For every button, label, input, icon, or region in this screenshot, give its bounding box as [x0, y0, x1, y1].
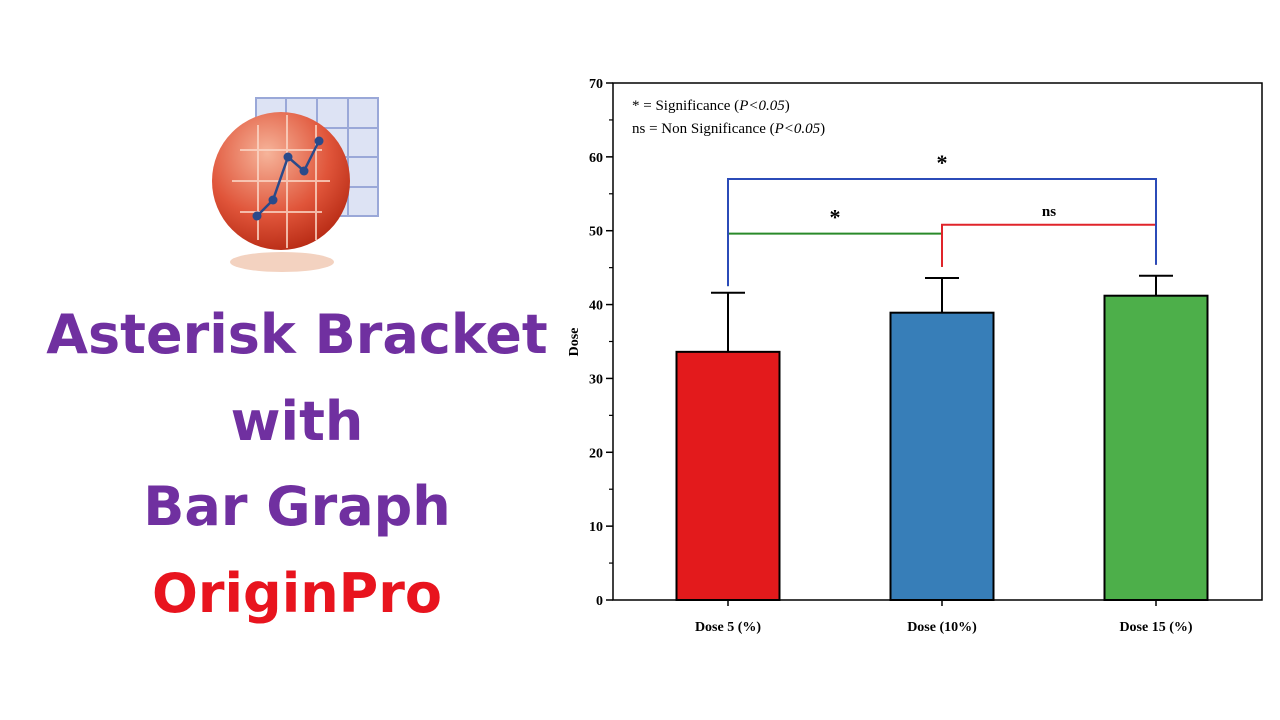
- bracket-label: ns: [1042, 204, 1056, 220]
- note: ns = Non Significance (P<0.05): [632, 121, 825, 137]
- bar: [1103, 294, 1209, 601]
- y-axis-label: Dose: [567, 328, 582, 357]
- bracket: [941, 223, 1157, 267]
- y-tick-label: 20: [589, 446, 603, 461]
- headline: Asterisk Bracket: [46, 303, 548, 366]
- note-part: * = Significance (: [632, 98, 739, 114]
- bracket-label: *: [937, 150, 948, 175]
- bar: [889, 311, 995, 601]
- headline: with: [231, 390, 364, 453]
- note-part: ns = Non Significance (: [632, 121, 775, 137]
- x-tick-label: Dose 15 (%): [1119, 620, 1192, 635]
- y-tick-label: 30: [589, 372, 603, 387]
- y-tick-label: 40: [589, 299, 603, 314]
- x-tick-label: Dose 5 (%): [695, 620, 761, 635]
- note-part: ): [820, 121, 825, 137]
- bar: [675, 350, 781, 601]
- headline: OriginPro: [152, 562, 442, 625]
- x-tick-label: Dose (10%): [907, 620, 977, 635]
- y-tick-label: 60: [589, 151, 603, 166]
- headline: Bar Graph: [143, 475, 451, 538]
- note-part: P<0.05: [774, 121, 821, 137]
- note-part: P<0.05: [738, 98, 785, 114]
- note-part: ): [785, 98, 790, 114]
- origin-logo: [212, 97, 379, 272]
- bracket-label: *: [830, 205, 841, 230]
- y-tick-label: 10: [589, 520, 603, 535]
- y-tick-label: 50: [589, 225, 603, 240]
- y-tick-label: 70: [589, 77, 603, 92]
- note: * = Significance (P<0.05): [632, 98, 790, 114]
- bracket: [727, 178, 1157, 287]
- y-tick-label: 0: [596, 594, 603, 609]
- bracket: [727, 232, 943, 287]
